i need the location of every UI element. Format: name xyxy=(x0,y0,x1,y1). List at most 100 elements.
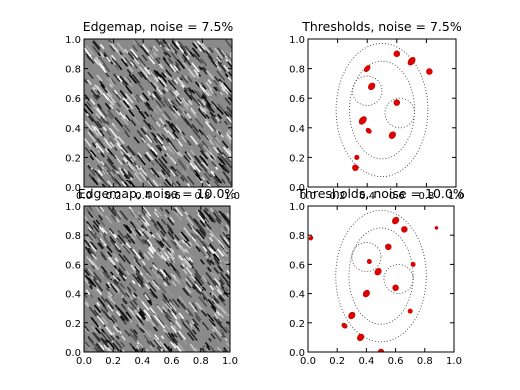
image-streak xyxy=(188,275,195,283)
image-streak xyxy=(210,333,216,340)
image-streak xyxy=(171,110,179,120)
image-streak xyxy=(153,338,162,350)
image-streak xyxy=(131,115,141,126)
threshold-region xyxy=(362,289,370,298)
y-tick-label: 0.8 xyxy=(65,231,81,242)
image-streak xyxy=(205,223,212,230)
image-streak xyxy=(175,331,184,341)
image-streak xyxy=(184,45,191,53)
image-streak xyxy=(133,163,138,169)
image-streak xyxy=(213,146,220,155)
image-streak xyxy=(152,137,159,144)
image-streak xyxy=(165,171,171,178)
image-streak xyxy=(149,291,156,299)
image-streak xyxy=(87,71,94,79)
image-streak xyxy=(211,300,216,305)
image-streak xyxy=(123,114,130,122)
image-streak xyxy=(161,254,167,262)
image-streak xyxy=(84,94,91,101)
image-streak xyxy=(87,112,94,120)
image-streak xyxy=(150,125,156,131)
image-streak xyxy=(148,246,155,253)
image-streak xyxy=(209,230,219,242)
image-streak xyxy=(156,269,165,280)
image-streak xyxy=(203,250,210,258)
threshold-region xyxy=(341,322,348,329)
image-streak xyxy=(212,158,221,169)
image-streak xyxy=(202,66,207,71)
image-streak xyxy=(100,116,107,124)
image-streak xyxy=(125,155,134,164)
image-streak xyxy=(188,71,194,78)
image-streak xyxy=(92,224,100,233)
x-tick-label: 0.4 xyxy=(358,356,374,367)
image-streak xyxy=(142,206,152,217)
image-streak xyxy=(86,255,95,266)
image-streak xyxy=(205,180,210,185)
image-streak xyxy=(132,150,142,162)
image-streak xyxy=(218,296,224,302)
image-streak xyxy=(89,98,96,105)
image-streak xyxy=(180,114,190,126)
image-streak xyxy=(109,283,118,293)
image-streak xyxy=(86,230,97,242)
y-tick-label: 0.8 xyxy=(289,65,305,76)
image-streak xyxy=(200,303,209,314)
image-streak xyxy=(91,125,97,131)
threshold-region xyxy=(368,82,376,91)
image-streak xyxy=(99,340,105,346)
image-streak xyxy=(225,273,230,280)
small-circle xyxy=(384,97,416,129)
image-streak xyxy=(134,276,144,288)
image-streak xyxy=(90,316,100,328)
image-streak xyxy=(141,54,148,62)
image-streak xyxy=(115,335,120,340)
image-streak xyxy=(117,234,127,245)
image-streak xyxy=(180,302,187,309)
image-streak xyxy=(126,145,136,156)
image-streak xyxy=(198,105,205,112)
image-streak xyxy=(156,135,164,145)
image-streak xyxy=(189,108,198,119)
image-streak xyxy=(92,286,98,293)
image-streak xyxy=(106,92,116,104)
image-streak xyxy=(134,309,139,314)
image-streak xyxy=(213,331,223,342)
image-streak xyxy=(86,211,94,221)
image-streak xyxy=(96,132,103,140)
threshold-region xyxy=(434,226,439,230)
image-streak xyxy=(221,250,228,258)
image-streak xyxy=(152,52,157,58)
axes-frame xyxy=(83,38,233,188)
image-streak xyxy=(183,137,191,145)
image-streak xyxy=(194,311,202,321)
image-streak xyxy=(87,226,92,232)
image-streak xyxy=(147,296,152,302)
image-streak xyxy=(135,164,141,171)
image-streak xyxy=(97,103,102,109)
image-streak xyxy=(164,178,172,187)
y-tick-label: 0.6 xyxy=(65,94,81,105)
image-streak xyxy=(215,116,220,122)
image-streak xyxy=(117,135,125,145)
image-streak xyxy=(134,172,143,183)
image-streak xyxy=(120,144,129,154)
image-streak xyxy=(169,256,176,264)
image-streak xyxy=(219,276,226,285)
image-streak xyxy=(110,214,117,222)
image-streak xyxy=(153,211,160,218)
image-streak xyxy=(173,342,182,352)
image-streak xyxy=(219,304,229,316)
image-streak xyxy=(151,93,156,99)
image-streak xyxy=(125,145,134,156)
y-tick-label: 0.8 xyxy=(65,65,81,76)
image-streak xyxy=(102,92,110,101)
image-streak xyxy=(194,73,200,79)
image-streak xyxy=(194,165,201,173)
image-streak xyxy=(198,44,206,53)
image-streak xyxy=(220,273,229,284)
image-streak xyxy=(184,285,192,294)
image-streak xyxy=(151,284,161,295)
image-streak xyxy=(157,139,165,148)
image-streak xyxy=(84,146,93,157)
